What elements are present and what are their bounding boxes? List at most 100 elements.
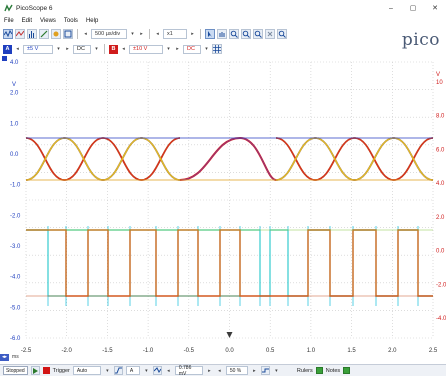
right-y-tick-label: -2.0 [436, 282, 446, 288]
main-toolbar: ◂ 500 µs/div ▾ ▸ ◂ x1 ▸ [0, 27, 446, 41]
left-y-tick-label: 1.0 [10, 121, 19, 127]
probe-icon[interactable] [51, 29, 61, 39]
x-tick-label: -2.0 [62, 348, 73, 354]
level-increase-icon[interactable]: ▸ [208, 367, 211, 374]
zoom-undo-icon[interactable] [265, 29, 275, 39]
trigger-level-input[interactable]: 0.786 mV [174, 365, 203, 376]
trigger-label: Trigger [52, 367, 70, 374]
left-y-tick-label: 2.0 [10, 91, 19, 97]
channel-b-range-decrease-icon[interactable]: ◂ [122, 46, 125, 52]
channel-a-range-select[interactable]: ±5 V [23, 44, 53, 54]
x-tick-label: 1.5 [347, 348, 356, 354]
timebase-dropdown-icon[interactable]: ▾ [131, 31, 134, 37]
close-button[interactable]: ✕ [432, 5, 438, 12]
zoom-area-icon[interactable] [253, 29, 263, 39]
channel-a-range-dropdown-icon[interactable]: ▾ [57, 46, 60, 52]
channel-b-coupling-dropdown-icon[interactable]: ▾ [205, 46, 208, 52]
menu-bar: File Edit Views Tools Help [0, 16, 446, 26]
right-y-tick-label: 0.0 [436, 249, 445, 255]
left-y-unit: V [12, 82, 16, 88]
trigger-mode-dropdown-icon[interactable]: ▾ [106, 367, 109, 374]
menu-edit[interactable]: Edit [21, 18, 33, 24]
zoom-in-icon[interactable] [229, 29, 239, 39]
status-bar: Stopped Trigger Auto ▾ A ▾ ◂ 0.786 mV ▸ … [0, 364, 446, 376]
measurement-icon[interactable] [39, 29, 49, 39]
timebase-increase-icon[interactable]: ▸ [140, 31, 143, 37]
waveform-plot[interactable]: -2.5 -2.0 -1.5 -1.0 -0.5 0.0 0.5 1.0 1.5 2.0 2.5 4.… [8, 56, 446, 356]
channel-b-coupling-select[interactable]: DC [183, 44, 201, 54]
x-tick-label: -0.5 [184, 348, 195, 354]
channel-a-coupling-dropdown-icon[interactable]: ▾ [95, 46, 98, 52]
x-tick-label: -1.0 [143, 348, 154, 354]
stopped-button[interactable]: Stopped [3, 366, 28, 375]
percent-decrease-icon[interactable]: ◂ [218, 367, 221, 374]
left-y-tick-label: -5.0 [10, 305, 21, 311]
channel-a-range-increase-icon[interactable]: ▸ [66, 46, 69, 52]
spectrum-mode-icon[interactable] [27, 29, 37, 39]
timebase-decrease-icon[interactable]: ◂ [84, 31, 87, 37]
trigger-marker-icon[interactable] [226, 332, 233, 338]
zoom-out-icon[interactable] [241, 29, 251, 39]
rulers-toggle[interactable] [315, 367, 323, 374]
right-y-tick-label: 8.0 [436, 114, 445, 120]
scope-view[interactable]: -2.5 -2.0 -1.5 -1.0 -0.5 0.0 0.5 1.0 1.5 2.0 2.5 4.… [8, 56, 446, 356]
ruler-marker-strip [0, 56, 8, 356]
trigger-channel-dropdown-icon[interactable]: ▾ [145, 367, 148, 374]
left-y-tick-label: -4.0 [10, 275, 21, 281]
channel-a-button[interactable]: A [3, 44, 12, 54]
trigger-mode-select[interactable]: Auto [72, 366, 101, 375]
channel-b-range-select[interactable]: ±10 V [129, 44, 163, 54]
maximize-button[interactable]: ▢ [409, 5, 417, 12]
stop-icon[interactable] [42, 367, 50, 374]
window-title: PicoScope 6 [16, 4, 53, 12]
zoom-select[interactable]: x1 [163, 29, 187, 39]
start-icon[interactable] [30, 366, 40, 375]
persistence-mode-icon[interactable] [15, 29, 25, 39]
x-tick-label: 0.0 [225, 348, 234, 354]
toolbar-separator [149, 29, 150, 39]
right-y-tick-label: 2.0 [436, 215, 445, 221]
channel-a-axis-marker[interactable] [2, 56, 7, 61]
notes-toggle[interactable] [343, 367, 351, 374]
channel-options-grid-icon[interactable] [212, 44, 222, 54]
level-decrease-icon[interactable]: ◂ [167, 367, 170, 374]
pre-trigger-percent-input[interactable]: 50 % [225, 366, 248, 375]
right-y-tick-label: -4.0 [436, 316, 446, 322]
window-controls: – ▢ ✕ [380, 0, 446, 16]
right-y-tick-label: 10 [436, 80, 443, 86]
trigger-delay-icon[interactable] [260, 366, 270, 375]
x-tick-label: 2.5 [429, 348, 438, 354]
channel-a-range-decrease-icon[interactable]: ◂ [16, 46, 19, 52]
percent-increase-icon[interactable]: ▸ [253, 367, 256, 374]
left-y-tick-label: -6.0 [10, 336, 21, 342]
menu-views[interactable]: Views [40, 18, 56, 24]
timebase-select[interactable]: 500 µs/div [91, 29, 127, 39]
channel-b-range-dropdown-icon[interactable]: ▾ [167, 46, 170, 52]
menu-tools[interactable]: Tools [63, 18, 78, 24]
rising-edge-icon[interactable] [113, 366, 123, 375]
select-pointer-icon[interactable] [205, 29, 215, 39]
delay-dropdown-icon[interactable]: ▾ [275, 367, 278, 374]
trigger-channel-select[interactable]: A [125, 366, 140, 375]
notes-label[interactable]: Notes [325, 367, 341, 374]
scope-mode-icon[interactable] [3, 29, 13, 39]
picoscope-app-icon [4, 3, 13, 13]
time-ruler-chip[interactable]: ◂▸ [0, 353, 10, 361]
trigger-advanced-icon[interactable] [152, 366, 162, 375]
left-y-tick-label: 4.0 [10, 60, 19, 66]
x-tick-label: 0.5 [266, 348, 275, 354]
zoom-overview-icon[interactable] [277, 29, 287, 39]
menu-file[interactable]: File [4, 18, 14, 24]
minimize-button[interactable]: – [389, 4, 393, 12]
toolbar-separator [104, 44, 105, 54]
channel-a-coupling-select[interactable]: DC [73, 44, 91, 54]
rulers-label[interactable]: Rulers [296, 367, 313, 374]
channel-b-button[interactable]: B [109, 44, 118, 54]
channel-b-range-increase-icon[interactable]: ▸ [176, 46, 179, 52]
channel-options-icon[interactable] [63, 29, 73, 39]
x-axis-unit: ms [12, 354, 19, 360]
zoom-decrease-icon[interactable]: ◂ [156, 31, 159, 37]
hand-pan-icon[interactable] [217, 29, 227, 39]
zoom-increase-icon[interactable]: ▸ [191, 31, 194, 37]
menu-help[interactable]: Help [85, 18, 99, 24]
